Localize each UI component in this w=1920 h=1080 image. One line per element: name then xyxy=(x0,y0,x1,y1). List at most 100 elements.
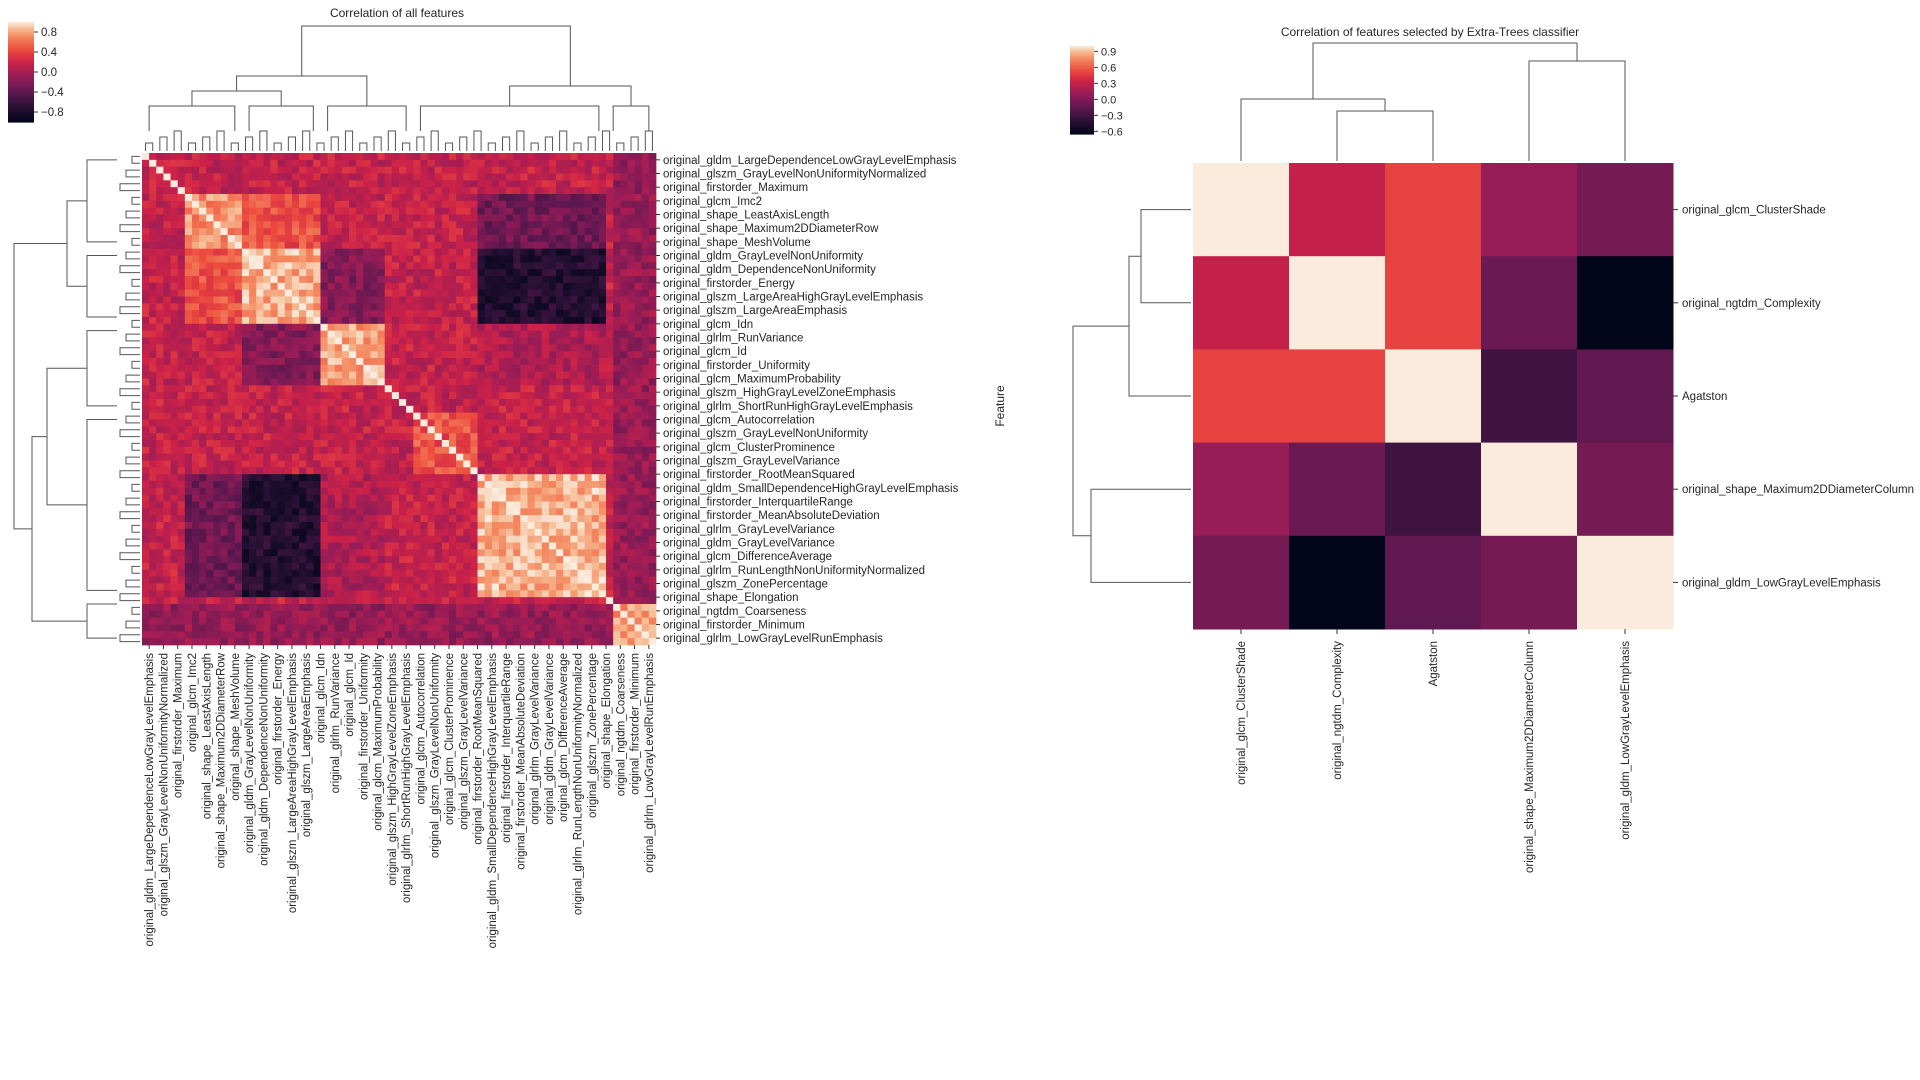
heatmap-cell xyxy=(399,460,407,468)
heatmap-cell xyxy=(199,583,207,591)
heatmap-cell xyxy=(548,166,557,174)
heatmap-cell xyxy=(420,207,428,215)
heatmap-cell xyxy=(270,173,278,181)
heatmap-cell xyxy=(384,487,393,496)
heatmap-cell xyxy=(363,282,371,291)
heatmap-cell xyxy=(641,371,650,379)
heatmap-cell xyxy=(498,508,507,516)
heatmap-cell xyxy=(306,173,314,181)
heatmap-cell xyxy=(606,228,614,236)
heatmap-cell xyxy=(370,228,378,236)
heatmap-cell xyxy=(384,296,393,304)
heatmap-cell xyxy=(563,542,571,550)
heatmap-cell xyxy=(498,241,507,250)
heatmap-cell xyxy=(413,173,421,181)
heatmap-cell xyxy=(584,289,593,297)
heatmap-cell xyxy=(191,173,200,181)
heatmap-cell xyxy=(627,535,635,543)
heatmap-cell xyxy=(434,508,443,516)
heatmap-cell xyxy=(506,494,514,502)
heatmap-cell xyxy=(334,276,343,284)
heatmap-cell xyxy=(306,221,314,229)
heatmap-cell xyxy=(463,392,471,400)
heatmap-cell xyxy=(399,597,407,605)
heatmap-cell xyxy=(577,310,585,318)
dendrogram-link xyxy=(145,142,154,151)
heatmap-cell xyxy=(327,501,336,509)
heatmap-cell xyxy=(634,337,643,345)
heatmap-cell xyxy=(534,556,543,564)
heatmap-cell xyxy=(491,221,500,229)
heatmap-cell xyxy=(520,337,528,345)
heatmap-cell xyxy=(556,378,564,386)
heatmap-cell xyxy=(384,419,393,427)
heatmap-cell xyxy=(377,508,386,516)
heatmap-cell xyxy=(534,405,543,414)
heatmap-cell xyxy=(613,166,621,174)
heatmap-cell xyxy=(299,364,307,373)
heatmap-cell xyxy=(341,446,350,455)
heatmap-cell xyxy=(177,262,186,270)
heatmap-cell xyxy=(520,467,528,475)
heatmap-cell xyxy=(548,241,557,250)
heatmap-cell xyxy=(384,310,393,318)
heatmap-cell xyxy=(149,453,157,461)
heatmap-cell xyxy=(320,344,328,352)
heatmap-cell xyxy=(427,282,436,291)
heatmap-cell xyxy=(199,501,207,509)
heatmap-cell xyxy=(349,405,357,414)
heatmap-cell xyxy=(377,296,386,304)
heatmap-cell xyxy=(170,522,179,530)
heatmap-cell xyxy=(577,276,585,284)
heatmap-cell xyxy=(470,317,478,325)
heatmap-cell xyxy=(284,153,293,161)
heatmap-cell xyxy=(506,460,514,468)
heatmap-cell xyxy=(313,358,321,366)
heatmap-cell xyxy=(434,310,443,318)
heatmap-cell xyxy=(634,569,643,578)
heatmap-cell xyxy=(620,405,628,414)
heatmap-cell xyxy=(270,235,278,243)
heatmap-cell xyxy=(591,200,600,209)
heatmap-cell xyxy=(477,317,486,325)
heatmap-cell xyxy=(413,426,421,434)
heatmap-cell xyxy=(170,597,179,605)
heatmap-cell xyxy=(363,358,371,366)
heatmap-cell xyxy=(377,433,386,441)
heatmap-cell xyxy=(498,563,507,571)
heatmap-cell xyxy=(177,289,186,297)
heatmap-cell xyxy=(234,358,243,366)
heatmap-cell xyxy=(598,426,607,434)
dendrogram-link xyxy=(119,511,140,520)
heatmap-cell xyxy=(384,481,393,489)
heatmap-cell xyxy=(620,467,628,475)
heatmap-cell xyxy=(527,549,535,557)
heatmap-cell xyxy=(648,399,657,407)
heatmap-cell xyxy=(349,453,357,461)
heatmap-cell xyxy=(534,460,543,468)
dendrogram-link xyxy=(644,130,653,151)
heatmap-cell xyxy=(598,385,607,393)
heatmap-cell xyxy=(591,337,600,345)
heatmap-cell xyxy=(413,508,421,516)
heatmap-cell xyxy=(291,310,300,318)
dendrogram-link xyxy=(559,130,568,151)
heatmap-cell xyxy=(341,371,350,379)
heatmap-cell xyxy=(506,180,514,188)
heatmap-cell xyxy=(606,440,614,448)
heatmap-cell xyxy=(491,153,500,161)
heatmap-cell xyxy=(206,569,214,578)
heatmap-cell xyxy=(341,173,350,181)
heatmap-cell xyxy=(227,323,236,332)
heatmap-cell xyxy=(249,563,257,571)
heatmap-cell xyxy=(313,583,321,591)
heatmap-cell xyxy=(341,330,350,338)
heatmap-cell xyxy=(327,385,336,393)
heatmap-cell xyxy=(506,364,514,373)
heatmap-cell xyxy=(149,528,157,537)
heatmap-cell xyxy=(498,262,507,270)
heatmap-cell xyxy=(484,337,493,345)
heatmap-cell xyxy=(456,515,464,523)
heatmap-cell xyxy=(256,269,264,277)
heatmap-cell xyxy=(541,426,550,434)
